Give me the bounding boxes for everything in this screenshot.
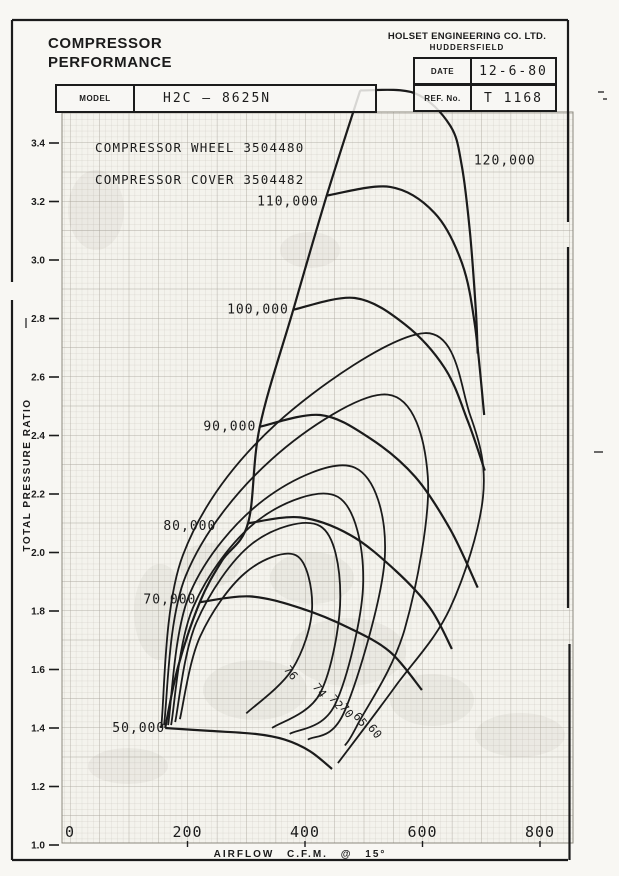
efficiency-contour-70 — [167, 464, 386, 741]
ref-box: REF. No. T 1168 — [413, 84, 557, 112]
x-axis-label: AIRFLOW C.F.M. @ 15° — [214, 849, 387, 860]
scan-noise — [68, 170, 565, 784]
x-tick-label: 200 — [172, 823, 202, 841]
speed-line-50,000 — [165, 726, 333, 770]
speed-label-90,000: 90,000 — [203, 420, 256, 435]
company-name: HOLSET ENGINEERING CO. LTD. — [387, 31, 547, 42]
date-box: DATE 12-6-80 — [413, 57, 557, 85]
ref-value: T 1168 — [484, 90, 543, 106]
efficiency-contour-60 — [160, 332, 485, 764]
surge-line-path — [164, 90, 362, 729]
y-tick-label: 1.2 — [31, 782, 45, 793]
speed-label-70,000: 70,000 — [143, 592, 196, 607]
cover-annotation: COMPRESSOR COVER 3504482 — [95, 172, 304, 187]
model-box: MODEL H2C — 8625N — [55, 84, 377, 113]
speed-line-80,000 — [247, 515, 453, 650]
y-tick-label: 1.0 — [31, 841, 45, 852]
y-axis-label: TOTAL PRESSURE RATIO — [22, 398, 33, 551]
speed-label-80,000: 80,000 — [163, 519, 216, 534]
efficiency-contour-72 — [170, 492, 365, 735]
y-tick-label: 2.2 — [31, 490, 45, 501]
y-tick-label: 3.2 — [31, 197, 45, 208]
speed-line-90,000 — [259, 413, 479, 589]
date-label: DATE — [415, 59, 472, 83]
y-tick-label: 3.0 — [31, 256, 45, 267]
x-tick-label: 800 — [525, 823, 555, 841]
speed-line-70,000 — [199, 595, 423, 691]
x-tick-label: 600 — [407, 823, 437, 841]
speed-label-120,000: 120,000 — [474, 154, 536, 169]
y-tick-label: 2.0 — [31, 548, 45, 559]
y-tick-label: 2.4 — [31, 431, 45, 442]
model-value: H2C — 8625N — [163, 91, 272, 106]
efficiency-contours — [160, 332, 485, 764]
x-tick-label: 0 — [65, 823, 75, 841]
document-title: COMPRESSOR PERFORMANCE — [48, 34, 172, 72]
efficiency-contour-76 — [179, 552, 314, 720]
speed-line-100,000 — [293, 296, 486, 471]
y-tick-label: 3.4 — [31, 139, 45, 150]
grid-major — [62, 112, 573, 843]
speed-label-110,000: 110,000 — [257, 195, 319, 210]
model-label: MODEL — [57, 86, 135, 111]
speed-label-100,000: 100,000 — [227, 303, 289, 318]
surge-line — [164, 90, 362, 729]
efficiency-contour-74 — [174, 522, 342, 729]
efficiency-contour-65 — [163, 393, 430, 747]
wheel-annotation: COMPRESSOR WHEEL 3504480 — [95, 140, 304, 155]
axes: 1.0 1.2 1.4 1.6 1.8 2.0 2.2 2.4 2.6 2.8 3.0 3.2 3.4 0… — [31, 139, 555, 852]
date-value: 12-6-80 — [479, 63, 548, 79]
ref-label: REF. No. — [415, 86, 472, 110]
scan-marks — [25, 91, 607, 453]
title-line-1: COMPRESSOR — [48, 35, 163, 52]
y-tick-label: 1.8 — [31, 607, 45, 618]
company-city: HUDDERSFIELD — [429, 43, 505, 52]
x-tick-label: 400 — [290, 823, 320, 841]
page-border — [10, 18, 571, 862]
speed-label-50,000: 50,000 — [112, 721, 165, 736]
y-tick-label: 1.4 — [31, 724, 45, 735]
y-tick-label: 2.8 — [31, 314, 45, 325]
y-tick-label: 1.6 — [31, 665, 45, 676]
y-tick-label: 2.6 — [31, 373, 45, 384]
company-block: HOLSET ENGINEERING CO. LTD. HUDDERSFIELD — [380, 31, 554, 52]
title-line-2: PERFORMANCE — [48, 54, 173, 71]
